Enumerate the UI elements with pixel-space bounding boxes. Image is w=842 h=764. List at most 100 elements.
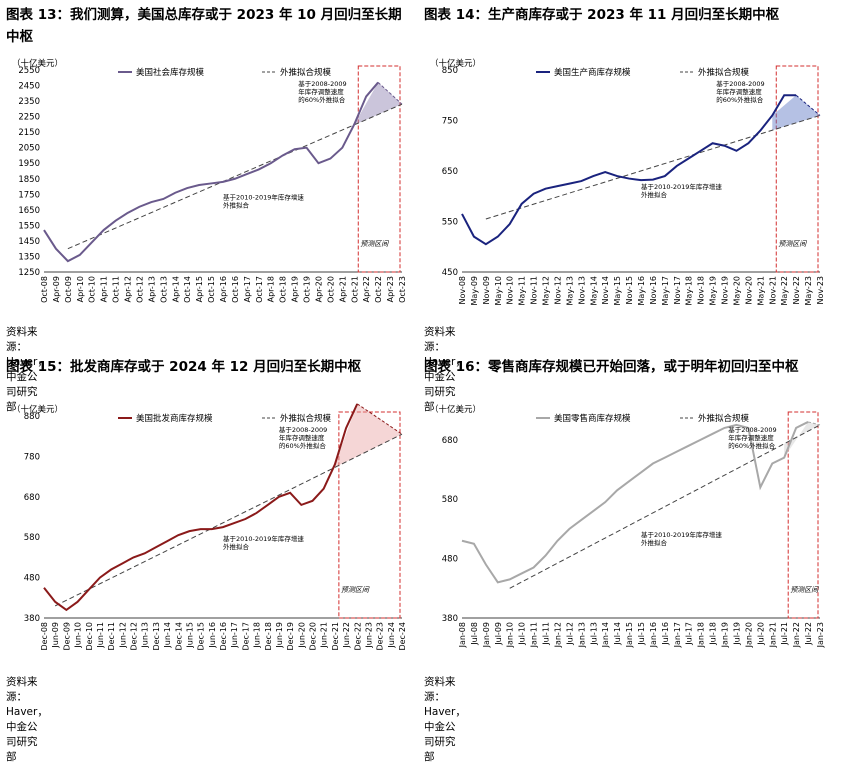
x-tick-label: Oct-09 bbox=[64, 276, 73, 303]
legend-label: 外推拟合规模 bbox=[280, 67, 332, 78]
x-tick-label: Nov-15 bbox=[625, 276, 634, 304]
y-tick-label: 2450 bbox=[18, 82, 40, 92]
x-tick-label: Oct-19 bbox=[303, 276, 312, 303]
x-tick-label: Jun-21 bbox=[320, 622, 329, 649]
forecast-box bbox=[775, 65, 819, 273]
x-tick-label: May-17 bbox=[661, 276, 670, 305]
y-tick-label: 550 bbox=[442, 218, 458, 228]
legend-label: 外推拟合规模 bbox=[698, 67, 750, 78]
x-tick-label: Jun-23 bbox=[364, 622, 373, 649]
x-tick-label: Apr-18 bbox=[267, 276, 276, 302]
y-tick-label: 2050 bbox=[18, 144, 40, 154]
y-tick-label: 2350 bbox=[18, 97, 40, 107]
y-tick-label: 580 bbox=[442, 495, 458, 505]
x-tick-label: May-12 bbox=[542, 276, 551, 305]
y-tick-label: 1450 bbox=[18, 237, 40, 247]
x-tick-label: Jul-09 bbox=[494, 622, 503, 646]
chart-title: 图表 15：批发商库存或于 2024 年 12 月回归至长期中枢 bbox=[6, 359, 362, 375]
annotation-text: 基于2010-2019年库存增速外推拟合 bbox=[223, 534, 304, 551]
y-tick-label: 380 bbox=[24, 614, 40, 624]
forecast-label: 预测区间 bbox=[341, 586, 370, 594]
annotation-line: 基于2008-2009 bbox=[716, 79, 764, 88]
x-tick-label: May-21 bbox=[756, 276, 765, 305]
x-tick-label: May-11 bbox=[518, 276, 527, 305]
x-tick-label: Oct-23 bbox=[398, 276, 407, 303]
x-tick-label: Jun-17 bbox=[230, 622, 239, 649]
x-tick-label: May-18 bbox=[685, 276, 694, 305]
forecast-label: 预测区间 bbox=[360, 240, 389, 248]
x-tick-label: Apr-23 bbox=[386, 276, 395, 302]
x-tick-label: Jan-15 bbox=[625, 622, 634, 648]
annotation-text: 基于2008-2009 年库存调整速度的60%外推拟合 bbox=[279, 425, 327, 450]
annotation-text: 基于2008-2009 年库存调整速度的60%外推拟合 bbox=[298, 79, 346, 104]
x-tick-label: Dec-17 bbox=[241, 622, 250, 651]
x-tick-label: Dec-12 bbox=[130, 622, 139, 651]
annotation-text: 基于2008-2009 年库存调整速度的60%外推拟合 bbox=[728, 425, 776, 450]
x-tick-label: May-19 bbox=[709, 276, 718, 305]
x-tick-label: Jul-12 bbox=[565, 622, 574, 646]
chart-title: 图表 13：我们测算，美国总库存或于 2023 年 10 月回归至长期中枢 bbox=[6, 7, 402, 45]
x-tick-label: Nov-17 bbox=[673, 276, 682, 304]
forecast-label: 预测区间 bbox=[778, 240, 807, 248]
x-tick-label: Dec-08 bbox=[40, 622, 49, 651]
annotation-line: 的60%外推拟合 bbox=[728, 441, 775, 450]
x-tick-label: Nov-18 bbox=[697, 276, 706, 304]
trend-line bbox=[485, 114, 821, 220]
x-tick-label: Nov-10 bbox=[506, 276, 515, 304]
x-tick-label: Dec-11 bbox=[107, 622, 116, 651]
x-tick-label: Jan-10 bbox=[506, 622, 515, 648]
x-tick-label: May-16 bbox=[637, 276, 646, 305]
legend-label: 外推拟合规模 bbox=[280, 413, 332, 424]
annotation-line: 的60%外推拟合 bbox=[298, 95, 345, 104]
x-tick-label: Jun-12 bbox=[118, 622, 127, 649]
y-unit-label: （十亿美元） bbox=[12, 404, 63, 415]
y-tick-label: 480 bbox=[24, 574, 40, 584]
x-tick-label: Dec-18 bbox=[264, 622, 273, 651]
x-tick-label: Jan-09 bbox=[482, 622, 491, 648]
x-tick-label: Jun-24 bbox=[387, 622, 396, 649]
series-line bbox=[461, 94, 797, 246]
x-tick-label: Jul-17 bbox=[685, 622, 694, 646]
x-tick-label: Jan-22 bbox=[792, 622, 801, 648]
y-tick-label: 480 bbox=[442, 555, 458, 565]
forecast-area bbox=[354, 82, 402, 125]
x-tick-label: Oct-16 bbox=[231, 276, 240, 303]
y-tick-label: 680 bbox=[442, 436, 458, 446]
x-tick-label: Jul-20 bbox=[756, 622, 765, 646]
y-tick-label: 2250 bbox=[18, 113, 40, 123]
x-tick-label: Jul-10 bbox=[518, 622, 527, 646]
x-tick-label: Nov-13 bbox=[577, 276, 586, 304]
x-tick-label: Oct-22 bbox=[374, 276, 383, 303]
annotation-text: 基于2010-2019年库存增速外推拟合 bbox=[223, 193, 304, 210]
y-tick-label: 450 bbox=[442, 268, 458, 278]
legend-label: 美国批发商库存规模 bbox=[136, 413, 213, 424]
chart-source: 资料来源：Haver，中金公司研究部 bbox=[424, 326, 466, 413]
y-tick-label: 380 bbox=[442, 614, 458, 624]
y-tick-label: 580 bbox=[24, 533, 40, 543]
x-tick-label: Dec-21 bbox=[331, 622, 340, 651]
x-tick-label: Jun-13 bbox=[141, 622, 150, 649]
x-tick-label: Oct-15 bbox=[207, 276, 216, 303]
x-tick-label: Apr-09 bbox=[52, 276, 61, 302]
x-tick-label: Jan-12 bbox=[553, 622, 562, 648]
annotation-line: 基于2008-2009 bbox=[728, 425, 776, 434]
annotation-text: 基于2008-2009 年库存调整速度的60%外推拟合 bbox=[716, 79, 764, 104]
x-tick-label: Dec-10 bbox=[85, 622, 94, 651]
x-tick-label: Nov-22 bbox=[792, 276, 801, 304]
x-tick-label: Dec-15 bbox=[197, 622, 206, 651]
x-tick-label: Jan-16 bbox=[649, 622, 658, 648]
x-tick-label: Oct-11 bbox=[112, 276, 121, 303]
annotation-line: 的60%外推拟合 bbox=[716, 95, 763, 104]
x-tick-label: Apr-20 bbox=[314, 276, 323, 302]
y-tick-label: 680 bbox=[24, 493, 40, 503]
x-tick-label: Oct-14 bbox=[183, 276, 192, 303]
x-tick-label: May-13 bbox=[565, 276, 574, 305]
y-tick-label: 1250 bbox=[18, 268, 40, 278]
x-tick-label: Apr-16 bbox=[219, 276, 228, 302]
y-tick-label: 1950 bbox=[18, 159, 40, 169]
x-tick-label: Jul-08 bbox=[470, 622, 479, 646]
x-tick-label: Apr-15 bbox=[195, 276, 204, 302]
x-tick-label: Jun-19 bbox=[275, 622, 284, 649]
